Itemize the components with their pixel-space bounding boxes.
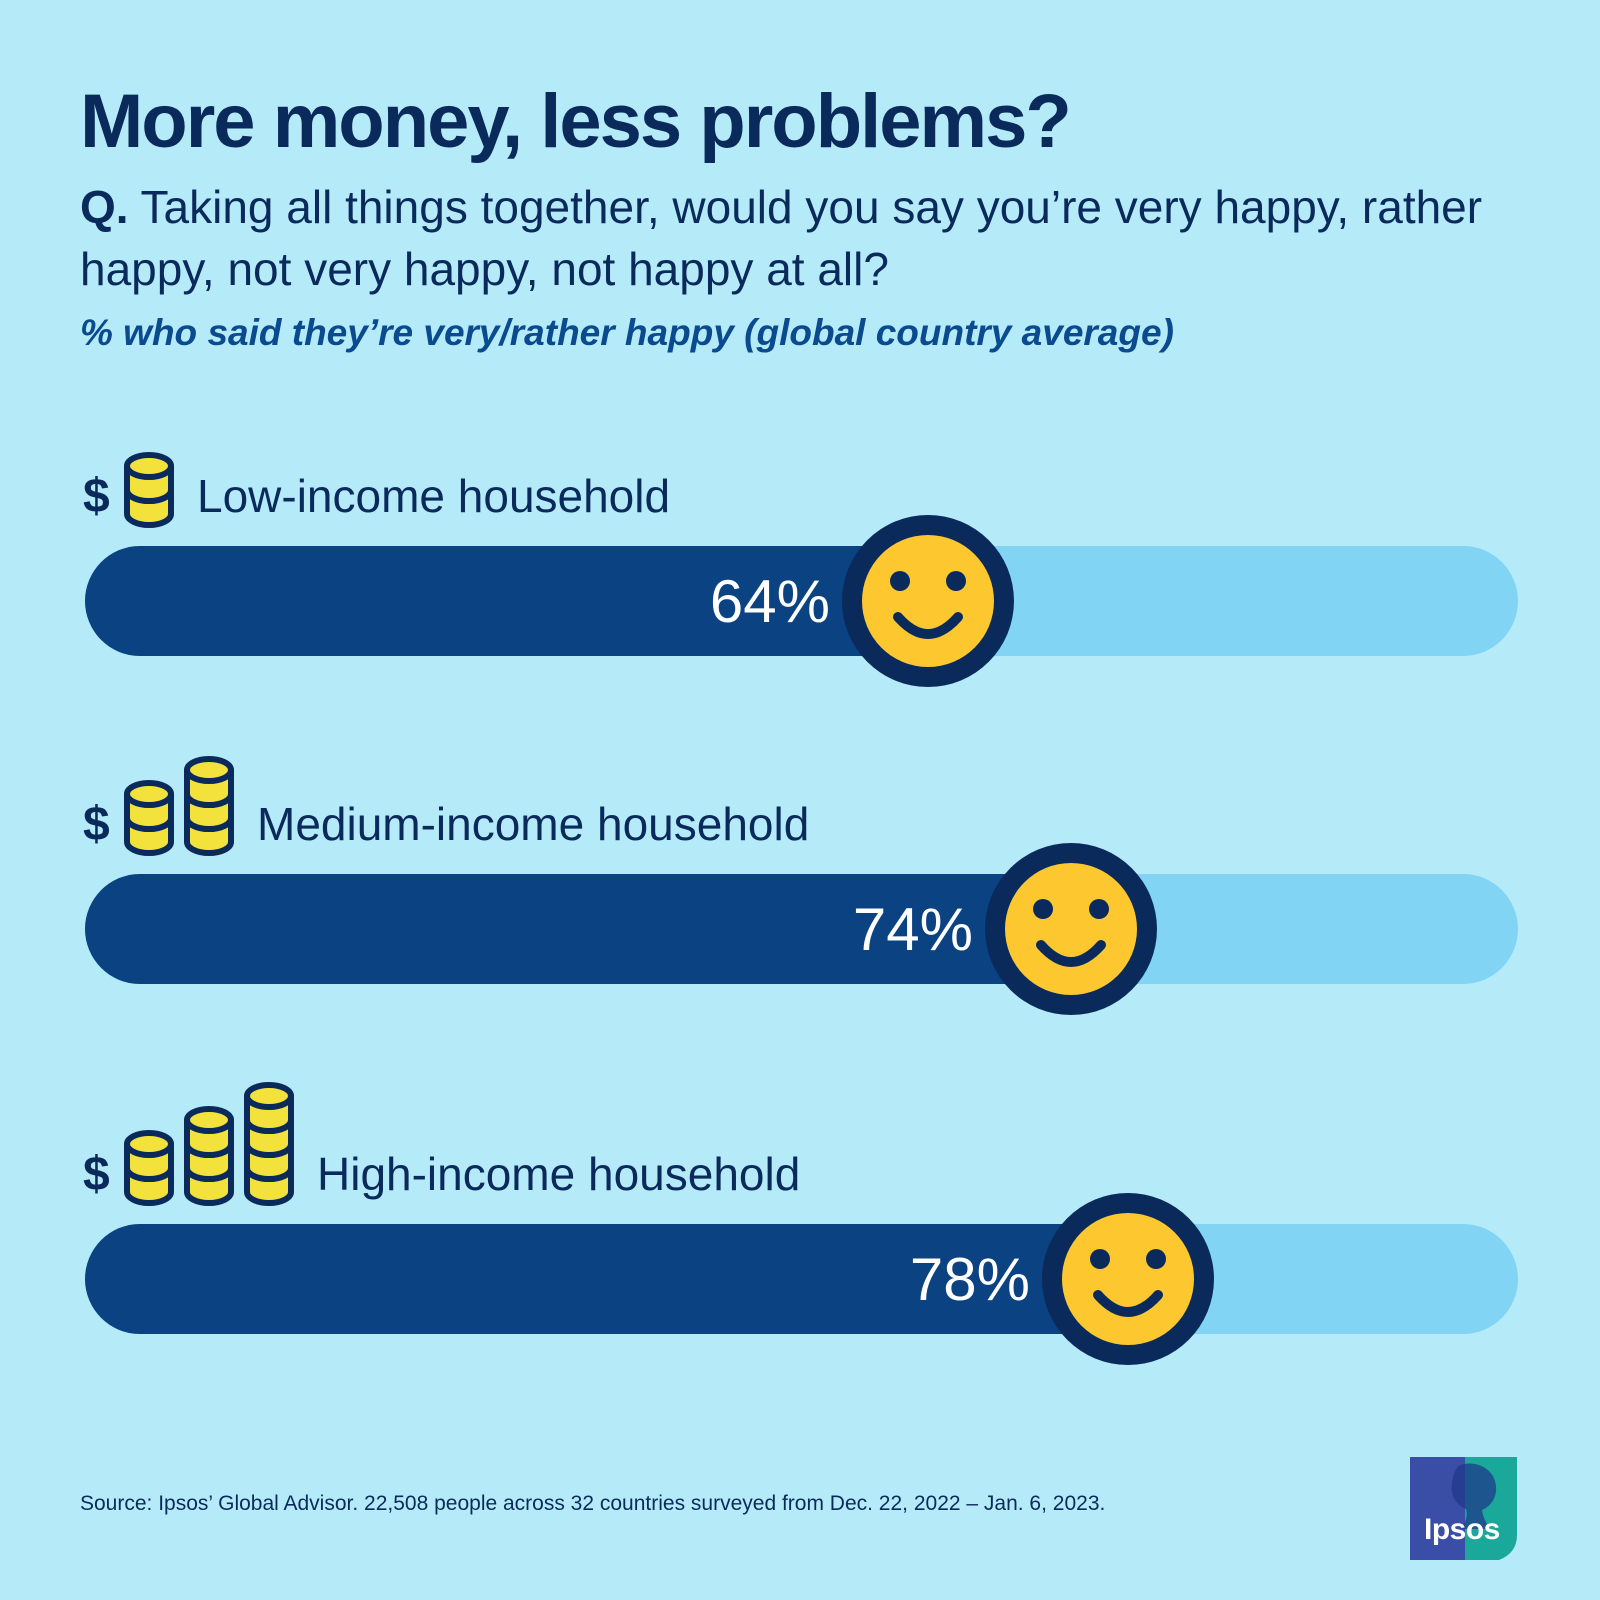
bar-fill [85, 1224, 1127, 1334]
coin-stack-icon [124, 452, 174, 528]
coin-top [124, 1130, 174, 1158]
smiley-icon [985, 843, 1157, 1015]
coin [124, 780, 174, 832]
ipsos-logo: Ipsos [1410, 1457, 1520, 1565]
chart-subtitle: % who said they’re very/rather happy (gl… [80, 312, 1174, 353]
smiley-eye-right [1146, 1249, 1166, 1269]
coin-stacks-icon [124, 452, 174, 528]
chart-title: More money, less problems? [80, 79, 1072, 164]
smiley-eye-right [946, 571, 966, 591]
smiley-icon [1042, 1193, 1214, 1365]
smiley-eye-left [890, 571, 910, 591]
coin-stack-icon [244, 1082, 294, 1206]
coin [244, 1082, 294, 1134]
bar-row: $ High-income household 78% [83, 1082, 1518, 1365]
dollar-icon: $ [83, 1148, 110, 1201]
coin-stack-icon [124, 1130, 174, 1206]
category-label: Medium-income household [257, 798, 809, 850]
category-label: Low-income household [197, 470, 670, 522]
coin-stacks-icon [124, 756, 234, 856]
coin [184, 1106, 234, 1158]
dollar-icon: $ [83, 798, 110, 851]
ipsos-logo-icon [1410, 1457, 1517, 1560]
bar-row: $ Medium-income household 74% [83, 756, 1518, 1015]
smiley-face [1062, 1213, 1194, 1345]
smiley-icon [842, 515, 1014, 687]
smiley-face [1005, 863, 1137, 995]
survey-question: Q. Taking all things together, would you… [80, 176, 1520, 300]
smiley-eye-right [1089, 899, 1109, 919]
question-text: Taking all things together, would you sa… [80, 181, 1483, 295]
bar-fill [85, 546, 927, 656]
coin-top [184, 756, 234, 784]
source-note: Source: Ipsos’ Global Advisor. 22,508 pe… [80, 1492, 1106, 1515]
smiley-eye-left [1090, 1249, 1110, 1269]
coin [124, 452, 174, 504]
income-happiness-chart: $ Low-income household 64% $ Medium-income h… [83, 452, 1518, 1365]
value-label: 78% [910, 1246, 1030, 1313]
coin-stacks-icon [124, 1082, 294, 1206]
smiley-eye-left [1033, 899, 1053, 919]
coin-stack-icon [184, 1106, 234, 1206]
smiley-mouth [1093, 1290, 1163, 1317]
bar-fill [85, 874, 1070, 984]
coin-stack-icon [124, 780, 174, 856]
coin-top [124, 452, 174, 480]
smiley-face [862, 535, 994, 667]
smiley-mouth [1036, 940, 1106, 967]
coin-top [184, 1106, 234, 1134]
value-label: 74% [853, 896, 973, 963]
category-label: High-income household [317, 1148, 800, 1200]
logo-text: Ipsos [1424, 1513, 1500, 1546]
question-prefix: Q. [80, 181, 129, 233]
value-label: 64% [710, 568, 830, 635]
bar-row: $ Low-income household 64% [83, 452, 1518, 687]
coin-stack-icon [184, 756, 234, 856]
coin [124, 1130, 174, 1182]
smiley-mouth [893, 612, 963, 639]
dollar-icon: $ [83, 470, 110, 523]
coin-top [244, 1082, 294, 1110]
coin [184, 756, 234, 808]
coin-top [124, 780, 174, 808]
